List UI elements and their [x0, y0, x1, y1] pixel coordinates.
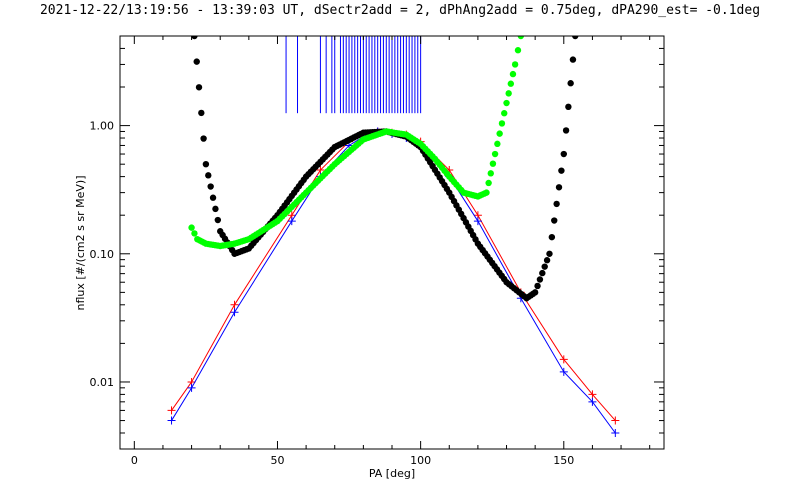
curve-dot-black [536, 276, 544, 283]
data-point-blue [187, 383, 196, 392]
curve-dot-green [498, 120, 506, 127]
data-point-red [588, 390, 597, 399]
curve-dot-green [191, 230, 198, 237]
curve-dot-black [567, 80, 574, 87]
curve-dot-black [191, 36, 198, 40]
curve-dot-green [487, 170, 494, 177]
data-point-blue [559, 367, 568, 376]
curve-dot-black [572, 36, 579, 40]
curve-dot-green [514, 47, 522, 54]
curve-dot-black [546, 250, 553, 257]
curve-dot-green [501, 110, 508, 117]
curve-dot-green [494, 140, 501, 148]
curve-dot-black [209, 194, 217, 201]
curve-dot-black [558, 167, 565, 174]
curve-dot-black [548, 233, 556, 241]
plot-area [167, 36, 620, 437]
curve-dot-black [553, 200, 560, 208]
curve-dot-black [207, 183, 214, 190]
data-point-blue [473, 217, 482, 226]
curve-dot-black [198, 109, 205, 117]
x-tick-label: 0 [131, 454, 138, 467]
curve-dot-green [491, 150, 499, 158]
curve-dot-green [485, 179, 492, 187]
curve-dot-green [505, 90, 512, 97]
data-point-red [167, 406, 176, 415]
curve-dot-green [489, 160, 497, 167]
data-point-blue [588, 397, 597, 406]
curve-dot-black [555, 184, 563, 191]
curve-dot-black [534, 282, 541, 290]
curve-dot-green [507, 80, 515, 87]
y-tick-label: 0.01 [90, 376, 115, 389]
curve-dot-black [205, 172, 212, 179]
data-point-blue [230, 308, 239, 317]
axes: 0 50 100 150 0.01 0.10 1.00 [90, 35, 664, 467]
x-tick-label: 50 [270, 454, 284, 467]
curve-dot-black [531, 289, 539, 296]
x-tick-label: 150 [553, 454, 574, 467]
curve-dot-black [212, 205, 219, 213]
curve-dot-black [562, 127, 570, 134]
curve-dot-green [509, 70, 517, 78]
curve-dot-green [483, 189, 490, 196]
data-point-blue [167, 416, 176, 425]
curve-dot-green [503, 99, 510, 107]
curve-dot-black [195, 84, 203, 91]
curve-dot-black [214, 216, 222, 224]
data-point-red [611, 416, 620, 425]
chart-title: 2021-12-22/13:19:56 - 13:39:03 UT, dSect… [40, 3, 760, 18]
curve-dot-black [193, 58, 200, 65]
curve-dot-black [539, 269, 546, 277]
curve-dot-black [541, 263, 548, 270]
data-point-blue [611, 428, 620, 437]
curve-dot-green [511, 61, 519, 68]
curve-dot-black [560, 150, 567, 158]
curve-dot-green [496, 130, 503, 137]
curve-dot-black [565, 103, 572, 111]
curve-dot-black [202, 160, 210, 168]
series-line-red [171, 130, 616, 421]
data-point-blue [287, 217, 296, 226]
curve-dot-black [543, 257, 551, 264]
series-line-blue [171, 130, 616, 434]
y-axis-label: nflux [#/(cm2 s sr MeV)] [74, 176, 87, 311]
curve-dot-black [569, 56, 577, 63]
curve-dot-black [200, 135, 207, 142]
curve-dot-black [551, 217, 558, 224]
y-tick-label: 1.00 [90, 120, 115, 133]
data-point-red [559, 355, 568, 364]
x-axis-label: PA [deg] [369, 467, 415, 480]
curve-dot-green [188, 224, 195, 231]
curve-dot-green [517, 36, 525, 40]
data-point-red [230, 300, 239, 309]
x-tick-label: 100 [410, 454, 431, 467]
y-tick-label: 0.10 [90, 248, 115, 261]
